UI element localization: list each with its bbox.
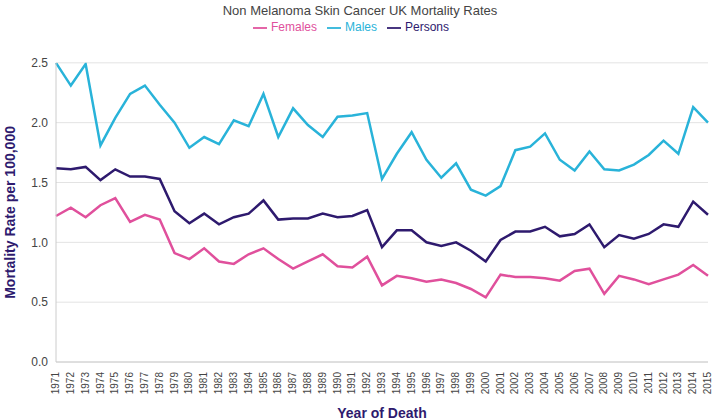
svg-text:1992: 1992 [361,372,372,395]
svg-text:1987: 1987 [287,372,298,395]
svg-text:1971: 1971 [50,372,61,395]
svg-text:0.5: 0.5 [31,295,48,309]
html-text:Non Melanoma Skin Cancer UK Mo: Non Melanoma Skin Cancer UK Mortality Ra… [222,3,498,18]
svg-text:2.5: 2.5 [31,56,48,70]
svg-text:Year of Death: Year of Death [337,405,426,418]
svg-text:2007: 2007 [584,372,595,395]
svg-text:2001: 2001 [495,372,506,395]
svg-text:1995: 1995 [406,372,417,395]
svg-text:2006: 2006 [569,372,580,395]
svg-text:2010: 2010 [628,372,639,395]
svg-text:Mortality Rate per 100,000: Mortality Rate per 100,000 [8,126,18,299]
svg-text:1998: 1998 [450,372,461,395]
svg-text:2.0: 2.0 [31,116,48,130]
html-text:Persons: Persons [405,20,449,34]
svg-text:1990: 1990 [332,372,343,395]
svg-text:2012: 2012 [658,372,669,395]
svg-text:1983: 1983 [228,372,239,395]
html-text:Females: Females [271,20,317,34]
svg-text:1994: 1994 [391,372,402,395]
svg-text:2004: 2004 [539,372,550,395]
svg-text:1989: 1989 [317,372,328,395]
svg-text:2013: 2013 [672,372,683,395]
svg-text:0.0: 0.0 [31,355,48,369]
svg-text:1982: 1982 [213,372,224,395]
svg-text:1997: 1997 [435,372,446,395]
svg-text:1.0: 1.0 [31,236,48,250]
svg-text:1974: 1974 [95,372,106,395]
svg-text:1979: 1979 [169,372,180,395]
svg-text:1991: 1991 [346,372,357,395]
svg-text:2011: 2011 [643,372,654,394]
svg-text:2000: 2000 [480,372,491,395]
svg-text:1.5: 1.5 [31,176,48,190]
svg-text:1972: 1972 [65,372,76,395]
svg-text:1980: 1980 [183,372,194,395]
svg-text:1981: 1981 [198,372,209,395]
svg-text:2005: 2005 [554,372,565,395]
svg-text:1999: 1999 [465,372,476,395]
svg-text:1985: 1985 [258,372,269,395]
svg-text:1973: 1973 [80,372,91,395]
svg-text:2009: 2009 [613,372,624,395]
svg-text:2014: 2014 [687,372,698,395]
svg-text:2008: 2008 [598,372,609,395]
svg-text:1988: 1988 [302,372,313,395]
svg-text:1976: 1976 [124,372,135,395]
svg-text:2015: 2015 [702,372,712,395]
svg-text:1978: 1978 [154,372,165,395]
svg-text:1975: 1975 [109,372,120,395]
svg-text:1996: 1996 [421,372,432,395]
html-text:Males: Males [345,20,377,34]
svg-text:1993: 1993 [376,372,387,395]
svg-text:2003: 2003 [524,372,535,395]
svg-text:1986: 1986 [272,372,283,395]
svg-text:1977: 1977 [139,372,150,395]
svg-text:1984: 1984 [243,372,254,395]
svg-text:2002: 2002 [509,372,520,395]
